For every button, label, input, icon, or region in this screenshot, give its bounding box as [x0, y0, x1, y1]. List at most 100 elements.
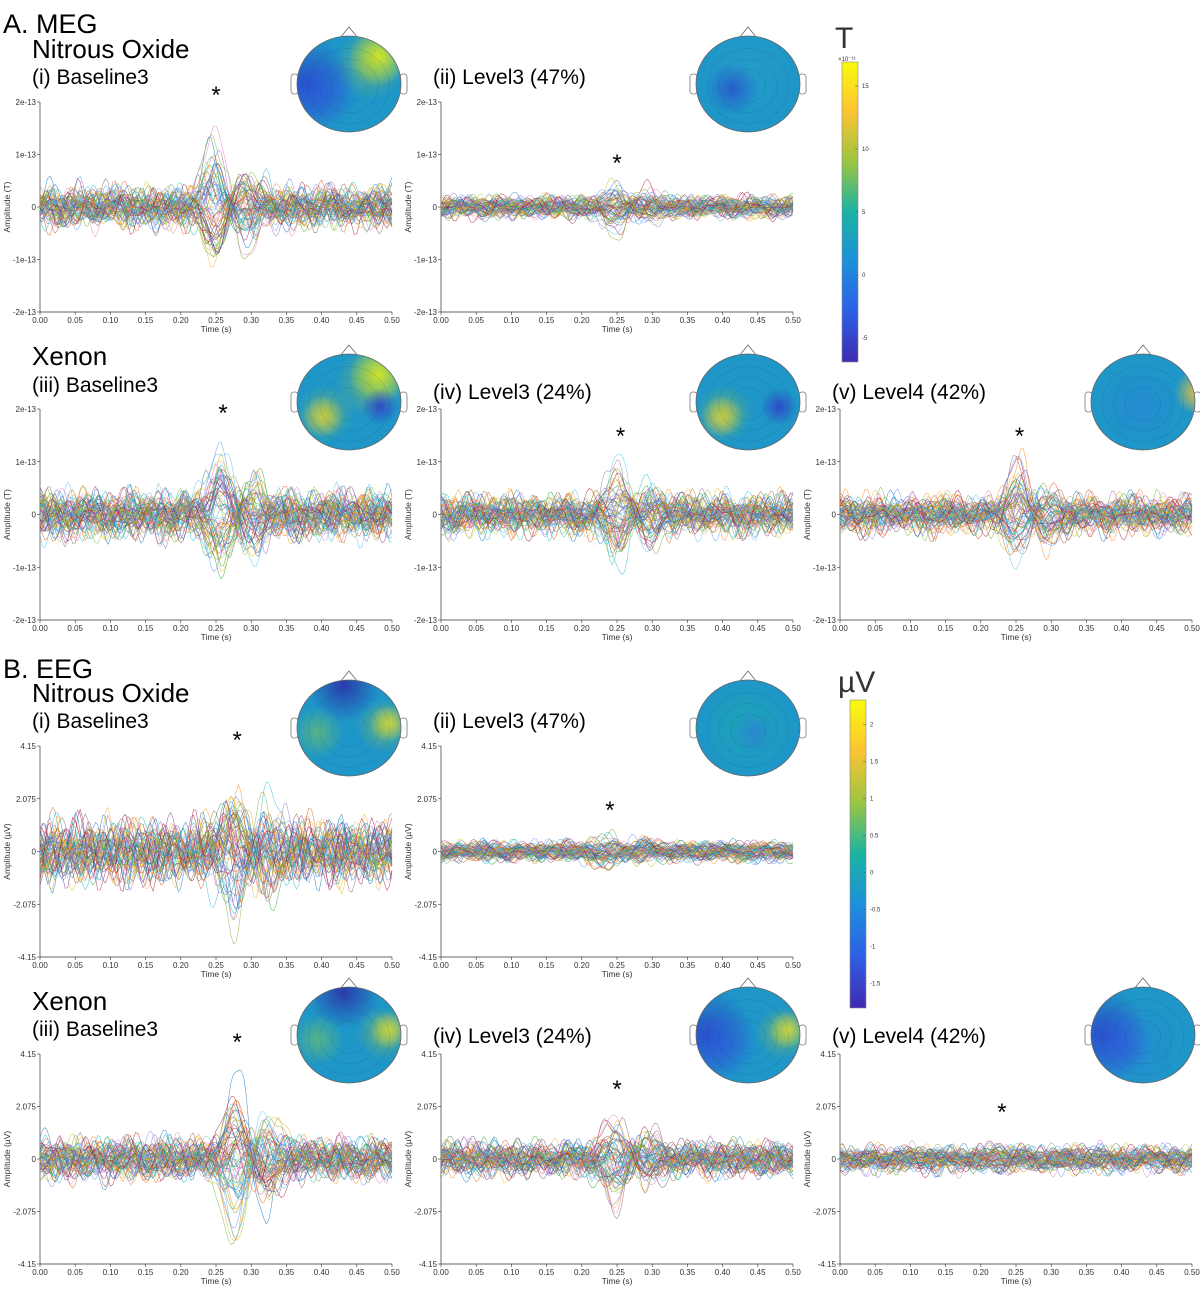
topomap-contour	[331, 1020, 367, 1054]
x-tick-label: 0.35	[680, 316, 696, 325]
x-tick-label: 0.40	[314, 961, 330, 970]
channel-trace	[839, 501, 1193, 523]
y-tick-label: 1e-13	[816, 458, 837, 467]
x-tick-label: 0.50	[785, 961, 801, 970]
x-tick-label: 0.30	[644, 316, 660, 325]
channel-trace	[39, 1135, 393, 1198]
x-tick-label: 0.45	[750, 1268, 766, 1277]
channel-trace	[440, 193, 794, 220]
topomap-nose	[339, 977, 359, 990]
channel-trace	[39, 1118, 393, 1200]
channel-trace	[39, 1142, 393, 1176]
x-tick-label: 0.30	[644, 624, 660, 633]
channel-trace	[839, 1142, 1193, 1175]
topomap-blob	[297, 706, 344, 759]
y-tick-label: 4.15	[20, 742, 36, 751]
x-tick-label: 0.15	[539, 316, 555, 325]
chart-panel-meg-iv: (iv) Level3 (24%)2e-13 1e-13 0 -1e-13 -2e-13…	[403, 344, 807, 642]
channel-trace	[39, 821, 393, 882]
channel-trace	[440, 194, 794, 224]
y-tick-label: 2.075	[417, 795, 438, 804]
x-tick-label: 0.15	[539, 1268, 555, 1277]
x-tick-label: 0.45	[750, 624, 766, 633]
x-tick-label: 0.45	[1149, 624, 1165, 633]
topomap-outline	[695, 353, 801, 451]
channel-trace	[839, 485, 1193, 550]
colorbar-tick-label: -5	[862, 336, 868, 342]
waveforms	[440, 1114, 794, 1220]
x-tick-label: 0.15	[539, 961, 555, 970]
y-tick-label: -2.075	[13, 1208, 36, 1217]
colorbar-tick-label: 10	[862, 147, 869, 153]
channel-trace	[839, 494, 1193, 529]
topomap-contour	[707, 366, 789, 442]
x-axis-label: Time (s)	[602, 632, 633, 642]
channel-trace	[39, 490, 393, 573]
waveforms	[839, 448, 1193, 570]
y-tick-label: 0	[32, 203, 37, 212]
channel-trace	[839, 1149, 1193, 1169]
x-tick-label: 0.05	[468, 316, 484, 325]
y-tick-label: 0	[32, 511, 37, 520]
waveforms	[39, 1070, 393, 1245]
topomap-blob	[755, 1006, 800, 1061]
channel-trace	[39, 178, 393, 228]
x-tick-label: 0.10	[103, 624, 119, 633]
drug-label-eeg-xenon: Xenon	[32, 986, 107, 1016]
x-tick-label: 0.00	[433, 961, 449, 970]
colorbar-tick-label: -1.5	[870, 981, 881, 987]
channel-trace	[39, 173, 393, 254]
channel-trace	[440, 494, 794, 534]
colorbar-eeg: µV 2 1.5 1 0.5 0 -0.5 -1 -1.5	[838, 666, 881, 1009]
channel-trace	[440, 500, 794, 524]
y-tick-label: 0	[433, 511, 438, 520]
topomap-contour	[308, 48, 390, 124]
topomap-nose	[1133, 344, 1153, 357]
y-tick-label: -4.15	[18, 1260, 37, 1269]
channel-trace	[39, 796, 393, 893]
colorbar-tick-label: 15	[862, 84, 869, 90]
topomap-contour	[319, 58, 379, 114]
topomap-contour	[319, 1009, 379, 1065]
section-label-eeg: B. EEG	[3, 654, 93, 684]
y-tick-label: -2.075	[414, 1208, 437, 1217]
y-tick-label: 0	[32, 1155, 37, 1164]
topomap	[1084, 977, 1200, 1084]
x-tick-label: 0.05	[867, 1268, 883, 1277]
topomap-blob	[297, 1013, 344, 1066]
channel-trace	[839, 482, 1193, 555]
topomap-contour	[718, 376, 778, 432]
channel-trace	[39, 174, 393, 232]
x-tick-label: 0.40	[715, 316, 731, 325]
topomap-contour	[308, 692, 390, 768]
x-tick-label: 0.35	[1079, 624, 1095, 633]
y-tick-label: 2e-13	[417, 405, 438, 414]
topomap-outline	[296, 353, 402, 451]
channel-trace	[39, 1124, 393, 1200]
y-tick-label: -1e-13	[13, 256, 37, 265]
topomap-contour	[718, 58, 778, 114]
topomap-nose	[339, 344, 359, 357]
drug-label-eeg-nitrous: Nitrous Oxide	[32, 678, 190, 708]
topomap-outline	[296, 35, 402, 133]
drug-label-meg-xenon: Xenon	[32, 341, 107, 371]
y-tick-label: 4.15	[421, 1050, 437, 1059]
topomap	[290, 26, 408, 133]
waveforms	[39, 442, 393, 580]
x-tick-label: 0.30	[644, 961, 660, 970]
x-tick-label: 0.00	[433, 624, 449, 633]
x-axis-label: Time (s)	[201, 324, 232, 334]
x-tick-label: 0.05	[67, 961, 83, 970]
y-tick-label: 1e-13	[16, 458, 37, 467]
waveforms	[39, 781, 393, 945]
x-axis-label: Time (s)	[201, 1276, 232, 1286]
channel-trace	[39, 799, 393, 899]
channel-trace	[39, 195, 392, 216]
x-tick-label: 0.15	[938, 1268, 954, 1277]
y-tick-label: 2e-13	[16, 405, 37, 414]
topomap-contour	[718, 702, 778, 758]
panel-title: (v) Level4 (42%)	[832, 381, 986, 404]
x-tick-label: 0.30	[243, 316, 259, 325]
topomap-blob	[706, 62, 759, 115]
x-tick-label: 0.50	[785, 1268, 801, 1277]
